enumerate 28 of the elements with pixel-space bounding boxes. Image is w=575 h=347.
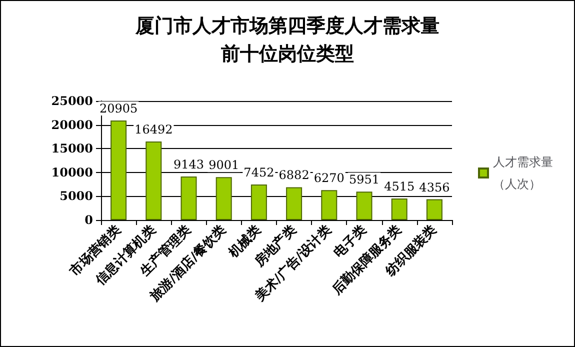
bar	[146, 142, 162, 220]
y-tick-label: 5000	[60, 189, 93, 204]
data-label: 20905	[99, 101, 138, 116]
bar	[426, 199, 442, 220]
bar	[391, 198, 408, 220]
chart-title: 厦门市人才市场第四季度人才需求量前十位岗位类型	[134, 15, 440, 65]
data-label: 9001	[208, 158, 240, 172]
y-tick-label: 0	[84, 213, 93, 227]
data-label: 16492	[134, 122, 173, 136]
bar	[216, 177, 232, 220]
data-label: 6270	[314, 171, 344, 186]
bar	[321, 190, 338, 220]
bar	[286, 187, 302, 220]
data-label: 7452	[244, 166, 274, 180]
data-label: 5951	[348, 172, 380, 187]
bar	[110, 120, 127, 220]
y-tick-label: 20000	[51, 118, 93, 132]
data-label: 6882	[278, 168, 310, 182]
y-tick-label: 10000	[51, 165, 93, 180]
y-tick-label: 15000	[51, 142, 93, 156]
data-label: 4356	[419, 180, 450, 194]
y-tick-label: 25000	[51, 94, 93, 108]
legend-label: 人才需求量（人次）	[493, 155, 553, 191]
bar	[250, 184, 267, 220]
data-label: 4515	[384, 180, 415, 194]
data-label: 9143	[173, 157, 204, 172]
bar	[356, 192, 372, 220]
bar	[180, 176, 197, 220]
